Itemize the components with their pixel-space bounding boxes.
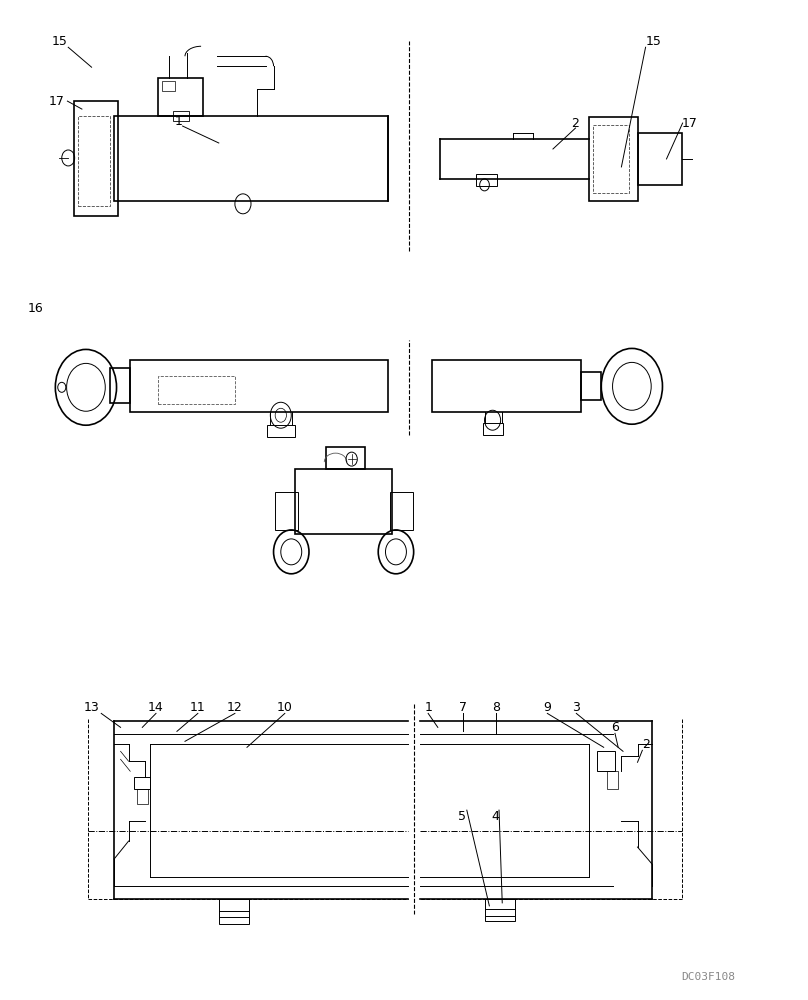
Text: 16: 16 (27, 302, 43, 315)
Bar (638, 133, 682, 185)
Text: 5: 5 (458, 810, 466, 823)
Bar (295, 469, 392, 534)
Text: 9: 9 (544, 701, 551, 714)
Bar (267, 425, 295, 437)
Bar (607, 771, 618, 789)
Bar (276, 492, 297, 530)
Bar (110, 368, 130, 403)
Bar (326, 447, 364, 469)
Bar (114, 116, 388, 201)
Bar (581, 372, 601, 400)
Bar (173, 111, 189, 121)
Bar (477, 174, 497, 186)
Bar (158, 376, 235, 404)
Text: 14: 14 (148, 701, 164, 714)
Bar (432, 360, 581, 412)
Text: 15: 15 (52, 35, 67, 48)
Text: 8: 8 (492, 701, 500, 714)
Text: 1: 1 (424, 701, 432, 714)
Text: 17: 17 (48, 95, 64, 108)
Text: 12: 12 (227, 701, 242, 714)
Bar (219, 899, 250, 924)
Text: 4: 4 (492, 810, 499, 823)
Text: 1: 1 (175, 115, 183, 128)
Bar (158, 78, 203, 116)
Bar (390, 492, 413, 530)
Text: 13: 13 (84, 701, 99, 714)
Bar (589, 117, 638, 201)
Bar (485, 899, 516, 921)
Bar (597, 751, 615, 771)
Bar (593, 125, 629, 193)
Text: 17: 17 (682, 117, 698, 130)
Bar (483, 423, 503, 435)
Text: 10: 10 (277, 701, 292, 714)
Bar (78, 116, 110, 206)
Bar (130, 360, 388, 412)
Text: 2: 2 (571, 117, 579, 130)
Text: 7: 7 (459, 701, 467, 714)
Text: 15: 15 (646, 35, 662, 48)
Text: 2: 2 (642, 738, 650, 751)
Bar (74, 101, 118, 216)
Text: 3: 3 (572, 701, 580, 714)
Bar (137, 789, 148, 804)
Text: DC03F108: DC03F108 (681, 972, 735, 982)
Bar (162, 81, 175, 91)
Text: 6: 6 (611, 721, 619, 734)
Text: 11: 11 (190, 701, 206, 714)
Bar (134, 777, 150, 789)
